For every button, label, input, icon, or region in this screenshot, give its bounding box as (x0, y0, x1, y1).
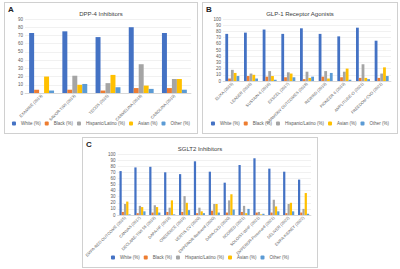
svg-text:90: 90 (111, 158, 117, 163)
svg-text:DPP-4 Inhibitors: DPP-4 Inhibitors (79, 11, 123, 17)
svg-text:C: C (86, 140, 92, 149)
svg-text:Hispanic/Latino (%): Hispanic/Latino (%) (185, 255, 225, 260)
svg-text:80: 80 (18, 25, 24, 30)
svg-text:DECLARE-TIMI 58 (2019): DECLARE-TIMI 58 (2019) (120, 215, 157, 252)
svg-text:20: 20 (216, 66, 222, 71)
svg-text:CARMELINA (2018): CARMELINA (2018) (114, 93, 143, 122)
svg-text:30: 30 (18, 66, 24, 71)
svg-text:TECOS (2015): TECOS (2015) (88, 93, 111, 116)
svg-text:100: 100 (108, 152, 116, 157)
svg-text:White (%): White (%) (21, 121, 41, 126)
svg-text:SCORED (2021): SCORED (2021) (221, 215, 246, 240)
svg-text:CAROLINA (2019): CAROLINA (2019) (149, 93, 176, 120)
svg-text:70: 70 (216, 35, 222, 40)
svg-text:80: 80 (216, 29, 222, 34)
svg-text:EMPEROR-Preserved (2021): EMPEROR-Preserved (2021) (235, 215, 276, 256)
svg-text:Black (%): Black (%) (153, 255, 173, 260)
svg-text:EXSCEL (2017): EXSCEL (2017) (266, 81, 291, 105)
svg-text:ELIXA (2015): ELIXA (2015) (213, 81, 235, 102)
svg-text:PIONEER 6 (2019): PIONEER 6 (2019) (318, 81, 347, 109)
svg-text:50: 50 (111, 182, 117, 187)
svg-text:80: 80 (111, 164, 117, 169)
svg-text:50: 50 (216, 48, 222, 53)
svg-text:70: 70 (18, 33, 24, 38)
svg-text:White (%): White (%) (220, 121, 240, 126)
svg-text:AMPLITUDE-O (2021): AMPLITUDE-O (2021) (333, 81, 365, 113)
svg-text:Other (%): Other (%) (270, 255, 290, 260)
svg-text:A: A (8, 5, 14, 14)
svg-text:90: 90 (216, 23, 222, 28)
svg-text:Asian (%): Asian (%) (237, 255, 257, 260)
svg-text:40: 40 (111, 188, 117, 193)
svg-text:EMPEROR-Reduced (2020): EMPEROR-Reduced (2020) (177, 215, 217, 255)
svg-text:0: 0 (113, 213, 116, 218)
svg-text:10: 10 (216, 72, 222, 77)
svg-text:60: 60 (111, 176, 117, 181)
svg-text:100: 100 (213, 17, 221, 22)
svg-text:Black (%): Black (%) (54, 121, 74, 126)
svg-text:HARMONY OUTCOMES (2018): HARMONY OUTCOMES (2018) (265, 81, 309, 125)
svg-text:FREEDOM-CVO (2021): FREEDOM-CVO (2021) (350, 81, 384, 115)
svg-text:SOLOIST-WHF (2021): SOLOIST-WHF (2021) (228, 215, 261, 248)
svg-text:DELIVER (2022): DELIVER (2022) (265, 215, 291, 240)
svg-text:10: 10 (111, 206, 117, 211)
svg-text:60: 60 (216, 41, 222, 46)
svg-text:Asian (%): Asian (%) (138, 121, 158, 126)
svg-text:Asian (%): Asian (%) (337, 121, 357, 126)
svg-text:0: 0 (20, 91, 23, 96)
svg-text:Hispanic/Latino (%): Hispanic/Latino (%) (285, 121, 325, 126)
svg-text:White (%): White (%) (120, 255, 140, 260)
svg-text:SAVOR-TIMI (2013): SAVOR-TIMI (2013) (48, 93, 77, 122)
svg-text:Hispanic/Latino (%): Hispanic/Latino (%) (86, 121, 126, 126)
svg-text:20: 20 (18, 74, 24, 79)
svg-text:20: 20 (111, 200, 117, 205)
svg-text:Black (%): Black (%) (253, 121, 273, 126)
svg-text:VERTIS CV (2020): VERTIS CV (2020) (174, 215, 202, 243)
svg-text:0: 0 (218, 79, 221, 84)
svg-text:CANVAS (2017): CANVAS (2017) (117, 215, 142, 240)
svg-text:40: 40 (216, 54, 222, 59)
svg-text:30: 30 (216, 60, 222, 65)
svg-text:REWIND (2019): REWIND (2019) (303, 81, 328, 106)
svg-text:90: 90 (18, 17, 24, 22)
svg-text:SGLT2 Inhibitors: SGLT2 Inhibitors (178, 146, 223, 152)
svg-text:60: 60 (18, 41, 24, 46)
svg-text:B: B (206, 5, 212, 14)
svg-text:30: 30 (111, 194, 117, 199)
svg-text:50: 50 (18, 49, 24, 54)
svg-text:Other (%): Other (%) (171, 121, 191, 126)
svg-text:70: 70 (111, 170, 117, 175)
svg-text:DAPA-CKD (2020): DAPA-CKD (2020) (204, 215, 231, 242)
svg-text:40: 40 (18, 58, 24, 63)
svg-text:LEADER (2016): LEADER (2016) (229, 81, 253, 105)
svg-text:EXAMINE (2013): EXAMINE (2013) (18, 93, 44, 119)
svg-text:Other (%): Other (%) (370, 121, 390, 126)
svg-text:GLP-1 Receptor Agonists: GLP-1 Receptor Agonists (266, 11, 334, 17)
svg-text:SUSTAIN-6 (2016): SUSTAIN-6 (2016) (244, 81, 271, 108)
svg-text:DAPA-HF (2019): DAPA-HF (2019) (146, 215, 172, 240)
svg-text:EMPA-KIDNEY (2022): EMPA-KIDNEY (2022) (274, 215, 306, 247)
svg-text:CREDENCE (2019): CREDENCE (2019) (158, 215, 187, 244)
svg-text:EMPA-REG OUTCOME (2015): EMPA-REG OUTCOME (2015) (84, 215, 127, 258)
svg-text:10: 10 (18, 82, 24, 87)
